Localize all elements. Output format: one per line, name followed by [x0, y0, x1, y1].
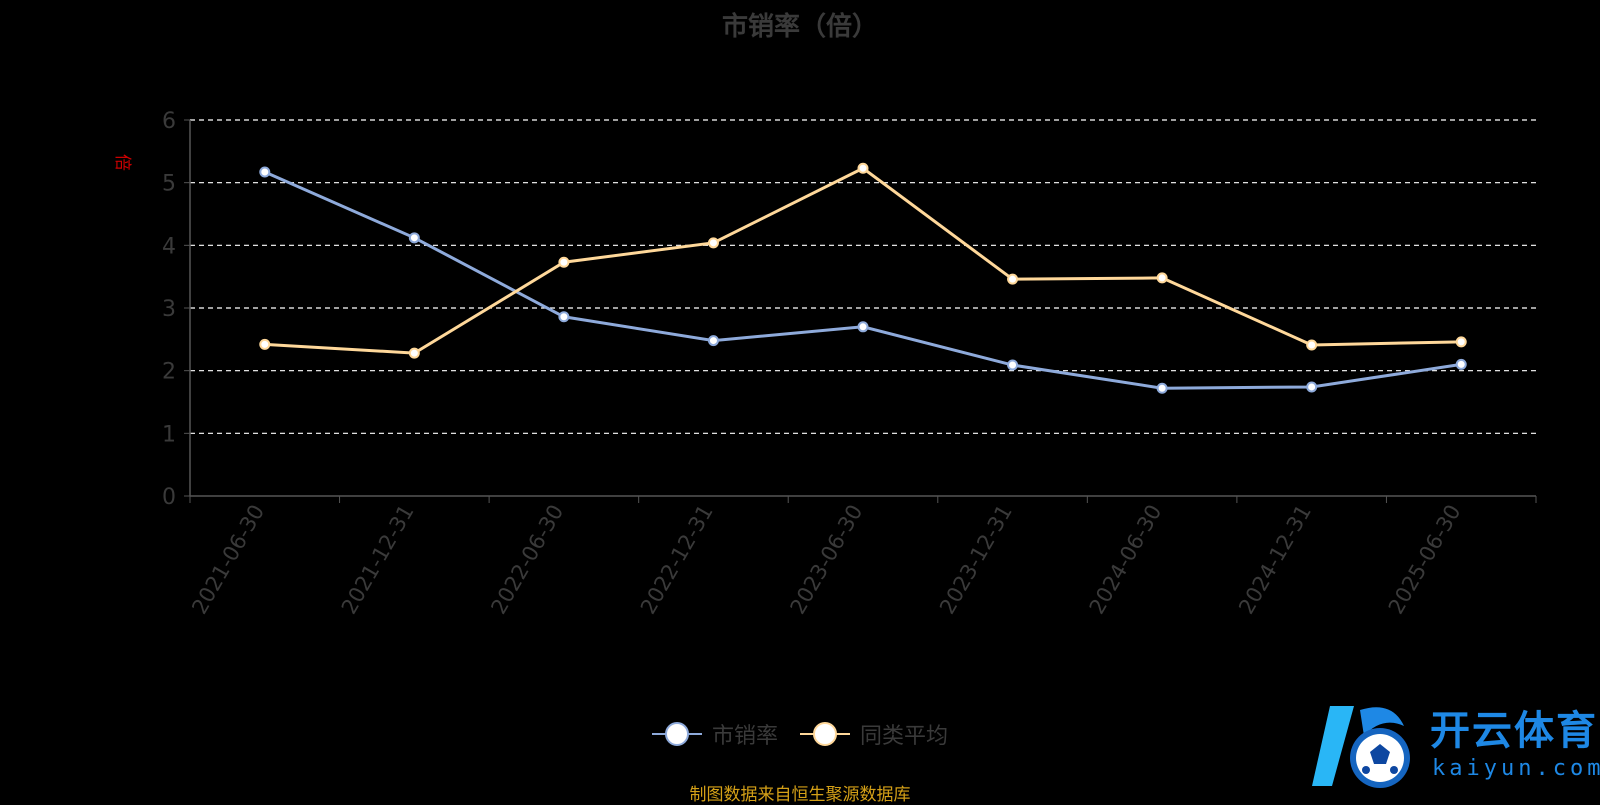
legend-item-series-2[interactable]: 同类平均: [800, 718, 948, 750]
series-1-point: [707, 335, 719, 347]
y-tick-label: 4: [162, 234, 176, 259]
legend-series-1-label: 市销率: [711, 724, 778, 749]
series-2-point: [1156, 272, 1168, 284]
legend-item-series-1[interactable]: 市销率: [651, 718, 778, 750]
series-2-point: [408, 347, 420, 359]
series-line-1: [264, 170, 1462, 390]
x-tick-label: 2021-06-30: [187, 501, 269, 619]
x-tick-label: 2025-06-30: [1384, 501, 1466, 619]
series-2-point: [1306, 339, 1318, 351]
series-1-point: [1007, 359, 1019, 371]
x-tick-label: 2023-12-31: [935, 501, 1017, 619]
x-tick-label: 2024-12-31: [1234, 501, 1316, 619]
series-2-point: [1007, 273, 1019, 285]
x-tick-label: 2022-06-30: [486, 501, 568, 619]
legend-series-2-icon: [800, 722, 850, 746]
series-1-point: [857, 321, 869, 333]
series-2-point: [558, 256, 570, 268]
y-tick-label: 2: [162, 360, 176, 385]
series-2-point: [259, 338, 271, 350]
x-tick-label: 2023-06-30: [786, 501, 868, 619]
y-tick-label: 0: [162, 485, 176, 510]
y-tick-label: 1: [162, 422, 176, 447]
legend-series-1-icon: [651, 722, 702, 746]
x-tick-label: 2024-06-30: [1085, 501, 1167, 619]
series-1-point: [408, 232, 420, 244]
y-tick-label: 3: [162, 297, 176, 322]
series-1-point: [1455, 358, 1467, 370]
logo-text-cn: 开云体育: [1430, 708, 1598, 754]
series-2-point: [1455, 336, 1467, 348]
kaiyun-logo: 开云体育 kaiyun.com: [1312, 696, 1600, 796]
series-1-point: [1306, 381, 1318, 393]
series-2-point: [707, 237, 719, 249]
chart-legend: 市销率 同类平均: [0, 718, 1600, 750]
series-1-point: [558, 311, 570, 323]
series-1-point: [259, 166, 271, 178]
x-tick-label: 2021-12-31: [337, 501, 419, 619]
series-1-point: [1156, 382, 1168, 394]
logo-text-en: kaiyun.com: [1432, 756, 1600, 781]
legend-series-2-label: 同类平均: [860, 724, 949, 749]
series-2-point: [857, 162, 869, 174]
y-tick-label: 5: [162, 172, 176, 197]
x-tick-label: 2022-12-31: [636, 501, 718, 619]
kaiyun-logo-icon: [1312, 706, 1410, 788]
chart-title: 市销率（倍）: [721, 12, 878, 42]
y-tick-label: 6: [162, 109, 176, 134]
